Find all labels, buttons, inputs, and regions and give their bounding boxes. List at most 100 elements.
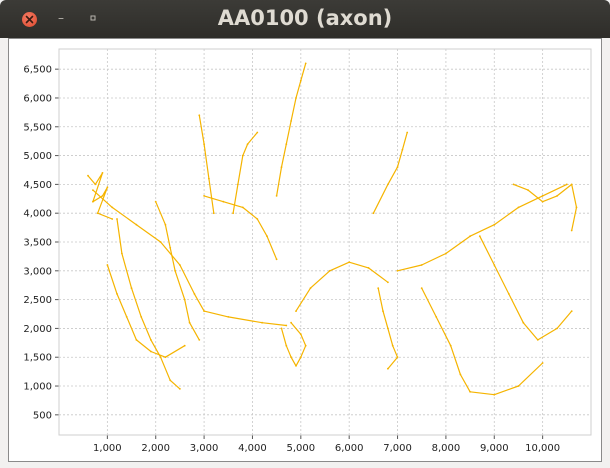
- trace-point: [541, 200, 544, 203]
- trace-point: [183, 298, 186, 301]
- trace-left-descending: [116, 218, 181, 390]
- trace-point: [295, 365, 297, 367]
- trace-upper-middle-c: [276, 62, 307, 197]
- y-tick-label: 3,000: [23, 266, 52, 277]
- trace-point: [164, 356, 167, 359]
- trace-point: [106, 186, 109, 189]
- trace-point: [420, 264, 423, 266]
- trace-point: [290, 120, 292, 122]
- trace-point: [256, 131, 259, 134]
- trace-point: [261, 321, 263, 324]
- trace-upper-middle-a: [203, 195, 278, 260]
- trace-point: [101, 172, 104, 174]
- trace-point: [174, 269, 177, 272]
- trace-point: [275, 258, 278, 261]
- trace-upper-middle-d: [198, 114, 215, 214]
- trace-point: [150, 350, 152, 353]
- trace-point: [396, 356, 399, 359]
- trace-point: [169, 379, 172, 382]
- x-tick-label: 6,000: [335, 443, 364, 454]
- trace-right-upper-cluster: [513, 183, 578, 232]
- trace-point: [241, 206, 244, 209]
- x-tick-label: 5,000: [286, 443, 315, 454]
- trace-point: [387, 281, 389, 284]
- neuron-morphology-chart[interactable]: 1,000 2,000 3,000 4,000 5,000 6,000 7,000 8,000…: [9, 39, 601, 461]
- axis-layer: 1,000 2,000 3,000 4,000 5,000 6,000 7,000 8,000…: [23, 48, 592, 454]
- trace-point: [406, 131, 409, 134]
- trace-point: [87, 174, 89, 177]
- neuron-traces: [87, 62, 578, 396]
- trace-point: [299, 79, 302, 82]
- x-tick-label: 4,000: [238, 443, 267, 454]
- trace-point: [493, 264, 496, 266]
- trace-point: [140, 316, 143, 318]
- y-tick-label: 2,500: [23, 295, 52, 306]
- trace-point: [111, 218, 114, 220]
- trace-point: [299, 356, 302, 359]
- trace-point: [266, 235, 268, 238]
- y-tick-label: 500: [33, 410, 52, 421]
- trace-point: [387, 327, 389, 330]
- x-tick-label: 3,000: [190, 443, 219, 454]
- y-tick-label: 1,500: [23, 353, 52, 364]
- x-tick-label: 1,000: [93, 443, 122, 454]
- window-title: AA0100 (axon): [217, 6, 393, 30]
- minimize-button[interactable]: –: [54, 12, 68, 27]
- trace-point: [507, 293, 510, 295]
- trace-point: [237, 183, 239, 186]
- trace-point: [121, 252, 123, 255]
- trace-point: [517, 385, 520, 387]
- trace-point: [203, 195, 206, 197]
- trace-point: [367, 267, 370, 269]
- trace-mid-right-upper: [372, 131, 408, 214]
- trace-point: [459, 373, 462, 376]
- trace-point: [285, 344, 288, 347]
- trace-point: [295, 310, 297, 312]
- maximize-icon: [90, 15, 96, 21]
- title-bar[interactable]: – AA0100 (axon): [0, 0, 610, 38]
- trace-point: [179, 388, 181, 390]
- trace-point: [556, 195, 558, 197]
- trace-point: [420, 287, 423, 289]
- trace-point: [295, 97, 297, 99]
- trace-point: [96, 212, 99, 215]
- trace-point: [275, 195, 278, 197]
- trace-point: [449, 344, 452, 347]
- trace-point: [435, 316, 438, 318]
- trace-point: [556, 327, 558, 330]
- trace-left-cluster-a: [87, 172, 113, 220]
- trace-point: [130, 287, 133, 289]
- trace-point: [575, 206, 578, 209]
- x-tick-label: 10,000: [525, 443, 560, 454]
- maximize-button[interactable]: [86, 12, 101, 27]
- trace-point: [517, 206, 520, 209]
- trace-center-bridge: [295, 261, 389, 312]
- trace-point: [159, 356, 162, 359]
- trace-point: [377, 287, 380, 289]
- y-tick-label: 5,500: [23, 122, 52, 133]
- trace-left-branch-b: [106, 264, 186, 358]
- trace-point: [541, 195, 544, 197]
- trace-point: [387, 183, 389, 186]
- trace-point: [116, 218, 118, 220]
- plot-area[interactable]: 1,000 2,000 3,000 4,000 5,000 6,000 7,000 8,000…: [8, 38, 602, 462]
- trace-point: [135, 223, 138, 226]
- x-tick-label: 8,000: [432, 443, 461, 454]
- trace-center-cluster: [280, 322, 307, 367]
- trace-point: [570, 310, 573, 312]
- trace-point: [469, 235, 471, 238]
- trace-point: [304, 62, 307, 65]
- trace-point: [299, 333, 302, 336]
- trace-point: [164, 223, 167, 226]
- close-button[interactable]: [22, 12, 37, 27]
- y-tick-label: 4,000: [23, 209, 52, 220]
- trace-point: [198, 114, 201, 117]
- trace-point: [565, 183, 568, 186]
- trace-point: [150, 339, 152, 341]
- trace-left-trunk: [92, 189, 287, 327]
- trace-point: [227, 316, 230, 318]
- trace-point: [94, 183, 97, 186]
- trace-point: [387, 367, 389, 370]
- trace-point: [536, 339, 539, 341]
